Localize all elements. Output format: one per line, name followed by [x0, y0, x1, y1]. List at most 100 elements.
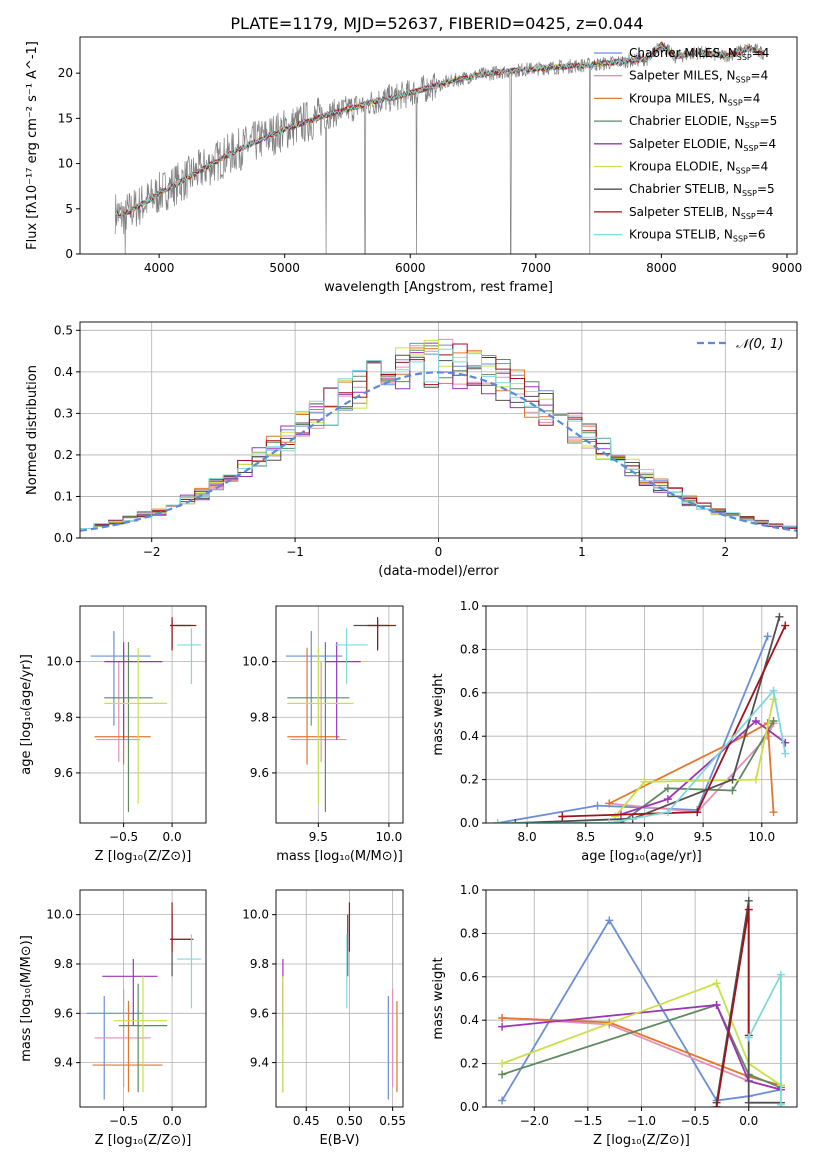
- x-tick-label: −1: [286, 545, 304, 559]
- weight-marker: [769, 717, 778, 726]
- y-tick-label: 0.2: [54, 448, 73, 462]
- x-tick-label: 0.55: [379, 1114, 406, 1128]
- x-tick-label: 4000: [144, 261, 175, 275]
- plot-area: [282, 902, 398, 1100]
- error-bar-point: [96, 661, 141, 762]
- chart-age_vs_Z: −0.5 0.0 9.6 9.8 10.0 Z [log₁₀(Z/Z⊙)] age [log…: [19, 605, 207, 864]
- weight-line: [614, 699, 775, 818]
- chart-spectrum: 4000 5000 6000 7000 8000 9000 0 5 10 15 20 waveleng…: [25, 36, 802, 295]
- axes-frame: [79, 605, 207, 824]
- weight-marker: [728, 775, 737, 784]
- weight-line: [502, 1004, 782, 1091]
- x-axis-label: Z [log₁₀(Z/Z⊙)]: [593, 1133, 690, 1148]
- x-tick-label: 6000: [395, 261, 426, 275]
- x-axis-label: wavelength [Angstrom, rest frame]: [324, 280, 553, 295]
- weight-marker: [511, 819, 520, 823]
- y-tick-label: 0.4: [460, 1013, 479, 1027]
- y-tick-label: 0.8: [460, 926, 479, 940]
- y-tick-label: 0.4: [460, 729, 479, 743]
- weight-line: [715, 909, 750, 1107]
- axes-frame: [275, 889, 404, 1108]
- x-tick-label: −1.5: [573, 1114, 602, 1128]
- y-tick-label: 0.5: [54, 323, 73, 337]
- weight-line: [497, 688, 787, 823]
- x-axis-label: (data-model)/error: [378, 564, 499, 579]
- y-tick-label: 10.0: [242, 908, 269, 922]
- weight-marker: [744, 1098, 753, 1107]
- error-bar-point: [170, 902, 194, 952]
- y-tick-label: 9.4: [54, 1056, 73, 1070]
- y-tick-label: 9.6: [54, 766, 73, 780]
- weight-marker: [781, 621, 790, 630]
- y-axis-label: mass weight: [431, 673, 446, 755]
- x-tick-label: 0: [435, 545, 443, 559]
- weight-marker: [776, 970, 785, 979]
- weight-marker: [769, 686, 778, 695]
- axes-frame: [79, 36, 798, 255]
- weight-marker: [493, 819, 502, 823]
- y-tick-label: 0.0: [54, 531, 73, 545]
- error-bar-point: [170, 617, 197, 651]
- y-tick-label: 0.6: [460, 970, 479, 984]
- weight-marker: [498, 1022, 507, 1031]
- weight-marker: [605, 799, 614, 808]
- weight-line: [515, 616, 781, 823]
- error-bar-point: [104, 642, 163, 740]
- error-bar-point: [176, 934, 202, 1009]
- x-tick-label: −1.0: [627, 1114, 656, 1128]
- weight-marker: [663, 784, 672, 793]
- axes-frame: [485, 889, 798, 1108]
- y-tick-label: 10.0: [46, 655, 73, 669]
- error-bar-point: [90, 631, 151, 726]
- y-tick-label: 10: [58, 157, 73, 171]
- legend-label: Salpeter ELODIE, NSSP=4: [629, 137, 776, 153]
- y-tick-label: 0.0: [460, 816, 479, 830]
- error-bar-point: [104, 642, 153, 812]
- x-tick-label: 2: [721, 545, 729, 559]
- error-bar-point: [102, 959, 158, 1026]
- axes-frame: [275, 605, 404, 824]
- error-bar-point: [94, 647, 151, 765]
- error-bar-point: [287, 647, 354, 804]
- weight-marker: [693, 808, 702, 817]
- weight-marker: [769, 808, 778, 817]
- error-bar-point: [113, 976, 168, 1093]
- y-tick-label: 9.6: [250, 1006, 269, 1020]
- x-tick-label: 9.5: [694, 830, 713, 844]
- legend-label: Chabrier STELIB, NSSP=5: [629, 182, 775, 198]
- legend-label: Kroupa STELIB, NSSP=6: [629, 228, 766, 244]
- error-bar-point: [92, 1000, 163, 1093]
- weight-marker: [712, 979, 721, 988]
- histogram-line: [80, 348, 797, 529]
- error-bar-point: [86, 996, 143, 1100]
- weight-marker: [776, 1100, 785, 1107]
- x-tick-label: 8000: [646, 261, 677, 275]
- y-tick-label: 0.2: [460, 773, 479, 787]
- x-tick-label: 0.0: [163, 1114, 182, 1128]
- legend-label: Kroupa MILES, NSSP=4: [629, 91, 760, 107]
- plot-area: [493, 612, 790, 823]
- plot-area: [90, 617, 202, 812]
- legend-label: Chabrier MILES, NSSP=4: [629, 46, 769, 62]
- axes-frame: [485, 605, 798, 824]
- error-bar-point: [285, 631, 343, 726]
- error-bar-point: [104, 647, 168, 804]
- y-tick-label: 9.8: [54, 710, 73, 724]
- y-tick-label: 0.0: [460, 1100, 479, 1114]
- weight-marker: [744, 905, 753, 914]
- y-axis-label: age [log₁₀(age/yr)]: [19, 654, 34, 775]
- x-tick-label: 0.0: [739, 1114, 758, 1128]
- weight-marker: [744, 1033, 753, 1042]
- y-axis-label: mass weight: [431, 957, 446, 1039]
- legend-label: Salpeter STELIB, NSSP=4: [629, 205, 773, 221]
- weight-marker: [712, 1001, 721, 1010]
- x-axis-label: E(B-V): [319, 1133, 359, 1148]
- x-tick-label: 0.45: [293, 1114, 320, 1128]
- axes-frame: [79, 321, 798, 539]
- weight-marker: [751, 775, 760, 784]
- x-axis-label: mass [log₁₀(M/M⊙)]: [276, 849, 403, 864]
- y-tick-label: 5: [65, 202, 73, 216]
- plot-area: [114, 40, 765, 254]
- x-tick-label: −0.5: [109, 1114, 138, 1128]
